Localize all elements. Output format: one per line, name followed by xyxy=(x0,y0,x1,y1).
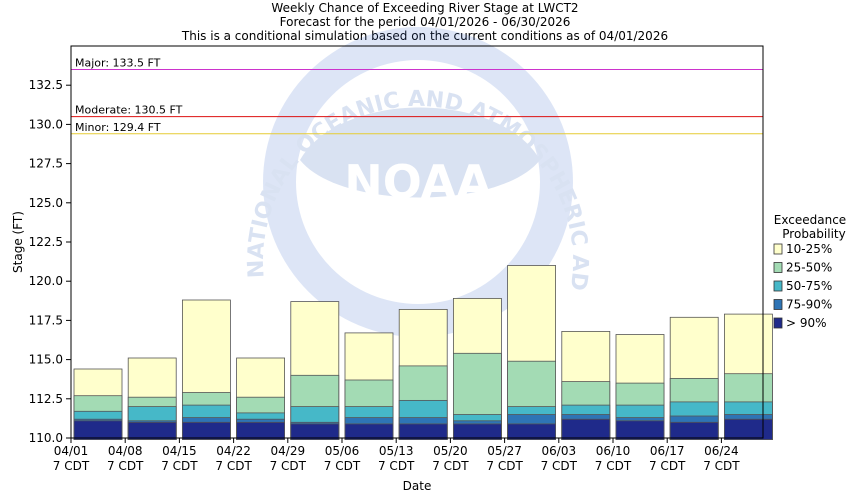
legend-entry-label: 10-25% xyxy=(786,242,832,256)
y-tick-label: 132.5 xyxy=(29,78,63,92)
legend-swatch xyxy=(773,262,783,273)
y-tick-label: 120.0 xyxy=(29,274,63,288)
bar-segment xyxy=(615,420,665,440)
flood-level-label: Minor: 129.4 FT xyxy=(75,121,161,134)
legend-swatch xyxy=(773,243,783,255)
x-tick-sublabel: 7 CDT xyxy=(486,459,523,473)
bar-segment xyxy=(236,421,286,440)
flood-levels: Major: 133.5 FT Moderate: 130.5 FT Minor: … xyxy=(71,57,763,135)
legend-entry-label: 75-90% xyxy=(786,298,832,312)
flood-level-label: Moderate: 130.5 FT xyxy=(75,104,183,117)
x-tick-sublabel: 7 CDT xyxy=(53,459,90,473)
flood-level-label: Major: 133.5 FT xyxy=(75,57,161,70)
x-tick-label: 05/27 xyxy=(487,444,522,458)
x-tick-sublabel: 7 CDT xyxy=(703,459,740,473)
bar-segment xyxy=(127,421,177,440)
watermark-logo-text: NOAA xyxy=(344,155,492,209)
axes: 110.0 112.5 115.0 117.5 120.0 122.5 125.0 127.5… xyxy=(11,45,764,493)
legend-swatch xyxy=(773,299,783,310)
x-tick-label: 04/01 xyxy=(54,444,89,458)
chart-subtitle: Forecast for the period 04/01/2026 - 06/… xyxy=(279,15,571,29)
y-tick-label: 122.5 xyxy=(29,235,63,249)
x-tick-label: 05/20 xyxy=(433,444,468,458)
x-tick-label: 05/13 xyxy=(379,444,414,458)
y-tick-label: 130.0 xyxy=(29,117,63,131)
x-tick-sublabel: 7 CDT xyxy=(161,459,198,473)
x-tick-label: 05/06 xyxy=(325,444,360,458)
bar-segment xyxy=(561,418,611,441)
x-tick-sublabel: 7 CDT xyxy=(432,459,469,473)
legend-entry-label: 25-50% xyxy=(786,261,832,275)
x-tick-sublabel: 7 CDT xyxy=(270,459,307,473)
bar-segment xyxy=(724,418,773,441)
chart-subtitle-conditions: This is a conditional simulation based o… xyxy=(181,29,669,43)
x-tick-label: 06/24 xyxy=(704,444,739,458)
legend-swatch xyxy=(773,317,783,329)
y-tick-label: 112.5 xyxy=(29,392,63,406)
bar-segment xyxy=(398,423,448,440)
x-tick-sublabel: 7 CDT xyxy=(107,459,144,473)
watermark-bird-icon xyxy=(300,107,540,198)
x-tick-label: 06/03 xyxy=(542,444,577,458)
watermark-outer-ring xyxy=(263,27,573,337)
y-tick-label: 125.0 xyxy=(29,196,63,210)
legend-entry-label: > 90% xyxy=(786,316,827,330)
bar-segment xyxy=(452,423,502,440)
chart-title: Weekly Chance of Exceeding River Stage a… xyxy=(271,1,579,15)
x-tick-label: 04/29 xyxy=(271,444,306,458)
x-tick-sublabel: 7 CDT xyxy=(324,459,361,473)
x-tick-sublabel: 7 CDT xyxy=(378,459,415,473)
bar-segment xyxy=(669,421,719,440)
x-tick-label: 06/10 xyxy=(596,444,631,458)
y-tick-label: 127.5 xyxy=(29,157,63,171)
x-tick-sublabel: 7 CDT xyxy=(649,459,686,473)
x-tick-label: 04/22 xyxy=(216,444,251,458)
legend-title-line2: Probability xyxy=(782,227,845,241)
watermark-inner-ring xyxy=(296,60,540,304)
x-axis-label: Date xyxy=(403,479,432,493)
y-axis-label: Stage (FT) xyxy=(11,211,25,273)
x-tick-label: 04/15 xyxy=(162,444,197,458)
bar-segment xyxy=(181,421,231,440)
y-tick-label: 110.0 xyxy=(29,431,63,445)
x-tick-label: 04/08 xyxy=(108,444,143,458)
legend-entry-label: 50-75% xyxy=(786,279,832,293)
bar-segment xyxy=(344,423,394,440)
noaa-watermark: NOAA NATIONAL OCEANIC AND ATMOSPHERIC AD… xyxy=(0,0,592,337)
x-tick-sublabel: 7 CDT xyxy=(541,459,578,473)
x-tick-label: 06/17 xyxy=(650,444,685,458)
x-tick-sublabel: 7 CDT xyxy=(215,459,252,473)
legend-title: Exceedance xyxy=(774,213,846,227)
y-tick-label: 115.0 xyxy=(29,353,63,367)
bar-segment xyxy=(290,423,340,440)
y-tick-label: 117.5 xyxy=(29,313,63,327)
x-tick-sublabel: 7 CDT xyxy=(595,459,632,473)
bar-segment xyxy=(73,420,123,440)
plot-area xyxy=(73,265,773,441)
legend-swatch xyxy=(773,280,783,292)
bar-segment xyxy=(507,423,557,440)
